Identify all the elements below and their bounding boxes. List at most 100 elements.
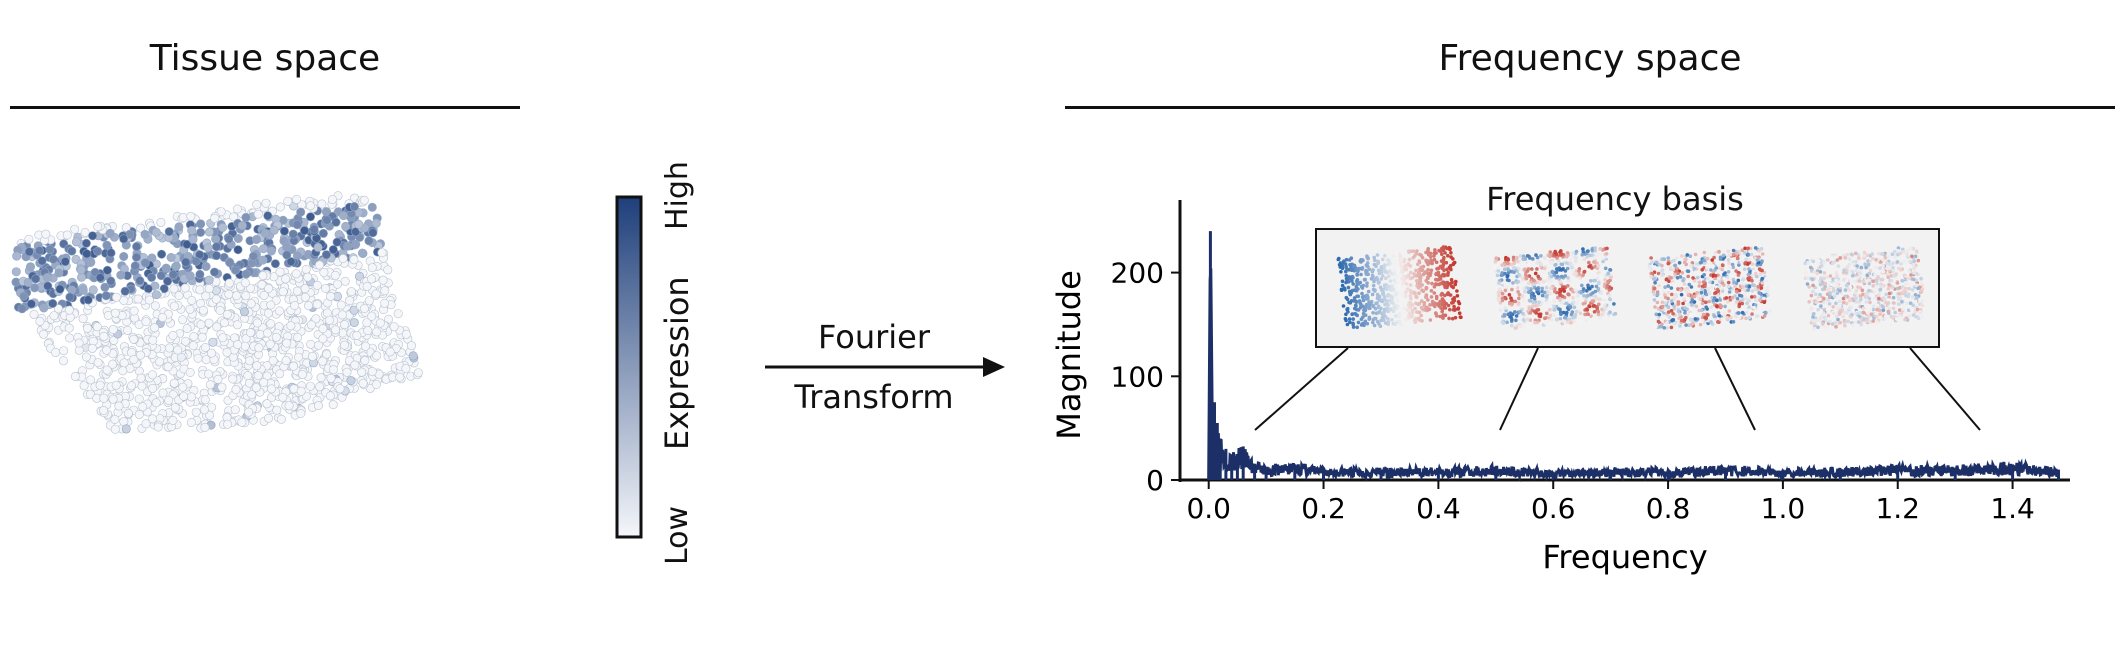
basis-dot: [1667, 315, 1672, 319]
tissue-cell: [35, 316, 45, 326]
basis-dot: [1513, 299, 1517, 304]
basis-dot: [1420, 255, 1425, 260]
tissue-cell: [322, 349, 332, 359]
tissue-cell: [76, 265, 86, 275]
basis-dot: [1702, 258, 1706, 263]
basis-dot: [1500, 298, 1505, 303]
tissue-cell: [204, 369, 214, 379]
tissue-cell: [354, 219, 364, 229]
basis-dot: [1394, 281, 1398, 285]
basis-dot: [1445, 267, 1449, 272]
basis-dot: [1419, 265, 1423, 270]
tissue-cell: [309, 224, 319, 234]
basis-dot: [1607, 293, 1612, 298]
tissue-cell: [272, 405, 282, 415]
basis-dot: [1513, 284, 1517, 288]
basis-dot: [1418, 284, 1422, 289]
basis-dot: [1545, 311, 1549, 316]
basis-dot: [1344, 312, 1348, 317]
x-tick-label: 1.0: [1761, 492, 1806, 525]
basis-dot: [1574, 249, 1579, 254]
basis-dot: [1505, 278, 1510, 282]
basis-dot: [1717, 313, 1721, 318]
basis-dot: [1506, 312, 1510, 317]
basis-dot: [1601, 295, 1605, 299]
basis-dot: [1441, 245, 1446, 249]
basis-dot: [1380, 257, 1385, 262]
tissue-cell: [352, 331, 362, 341]
tissue-cell: [249, 251, 259, 261]
basis-dot: [1385, 306, 1389, 311]
tissue-cell: [237, 417, 247, 427]
basis-dot: [1514, 318, 1518, 323]
basis-dot: [1398, 280, 1402, 284]
tissue-cell: [200, 395, 210, 405]
basis-dot: [1449, 255, 1453, 259]
basis-dot: [1749, 252, 1754, 257]
tissue-cell: [218, 222, 228, 232]
tissue-cell: [389, 322, 399, 332]
basis-dot: [1692, 279, 1697, 283]
basis-dot: [1382, 295, 1387, 299]
basis-dot: [1744, 257, 1748, 262]
basis-dot: [1404, 266, 1408, 270]
basis-dot: [1560, 252, 1564, 256]
tissue-cell: [279, 226, 289, 236]
basis-dot: [1440, 291, 1444, 296]
basis-dot: [1357, 266, 1361, 271]
tissue-cell: [293, 352, 303, 362]
basis-dot: [1524, 276, 1529, 280]
basis-dot: [1567, 292, 1571, 297]
basis-dot: [1663, 285, 1667, 289]
basis-dot: [1726, 270, 1731, 274]
basis-dot: [1701, 312, 1706, 317]
tissue-cell: [195, 285, 205, 295]
basis-dot: [1681, 301, 1685, 306]
basis-dot: [1560, 274, 1564, 279]
tissue-cell: [413, 368, 423, 378]
tissue-cell: [237, 221, 247, 231]
tissue-cell: [230, 405, 240, 415]
basis-dot: [1397, 286, 1401, 291]
basis-dot: [1548, 313, 1553, 318]
basis-dot: [1558, 307, 1562, 312]
tissue-cell: [286, 321, 296, 331]
basis-dot: [1724, 296, 1729, 300]
tissue-cell: [261, 198, 271, 208]
basis-dot: [1728, 252, 1732, 257]
basis-dot: [1577, 272, 1582, 276]
basis-dot: [1597, 302, 1601, 307]
basis-dot: [1696, 275, 1700, 280]
basis-dot: [1726, 284, 1731, 289]
tissue-cell: [148, 414, 158, 424]
magnitude-series: [1207, 231, 2060, 483]
basis-dot: [1353, 311, 1357, 316]
basis-dot: [1698, 260, 1703, 265]
basis-dot: [1522, 256, 1526, 261]
basis-dot: [1598, 316, 1602, 320]
basis-dot: [1740, 294, 1744, 298]
basis-dot: [1710, 258, 1714, 262]
tissue-cell: [108, 325, 118, 335]
basis-dot: [1364, 263, 1369, 267]
basis-dot: [1497, 287, 1502, 292]
tissue-cell: [337, 310, 347, 320]
basis-dot: [1747, 258, 1751, 262]
basis-dot: [1542, 256, 1547, 260]
tissue-cell: [168, 331, 178, 341]
basis-dot: [1595, 252, 1600, 257]
basis-dot: [1608, 310, 1612, 314]
basis-dot: [1351, 321, 1355, 326]
x-tick-label: 0.0: [1186, 492, 1231, 525]
tissue-cell: [367, 202, 377, 212]
basis-dot: [1744, 310, 1749, 315]
basis-dot: [1456, 300, 1461, 304]
basis-dot: [1593, 246, 1597, 250]
basis-dot: [1603, 307, 1608, 311]
tissue-cell: [188, 341, 198, 351]
basis-dot: [1693, 252, 1698, 257]
basis-dot: [1371, 287, 1376, 292]
basis-dot: [1410, 310, 1415, 314]
basis-dot: [1549, 274, 1554, 279]
tissue-cell: [133, 294, 143, 304]
